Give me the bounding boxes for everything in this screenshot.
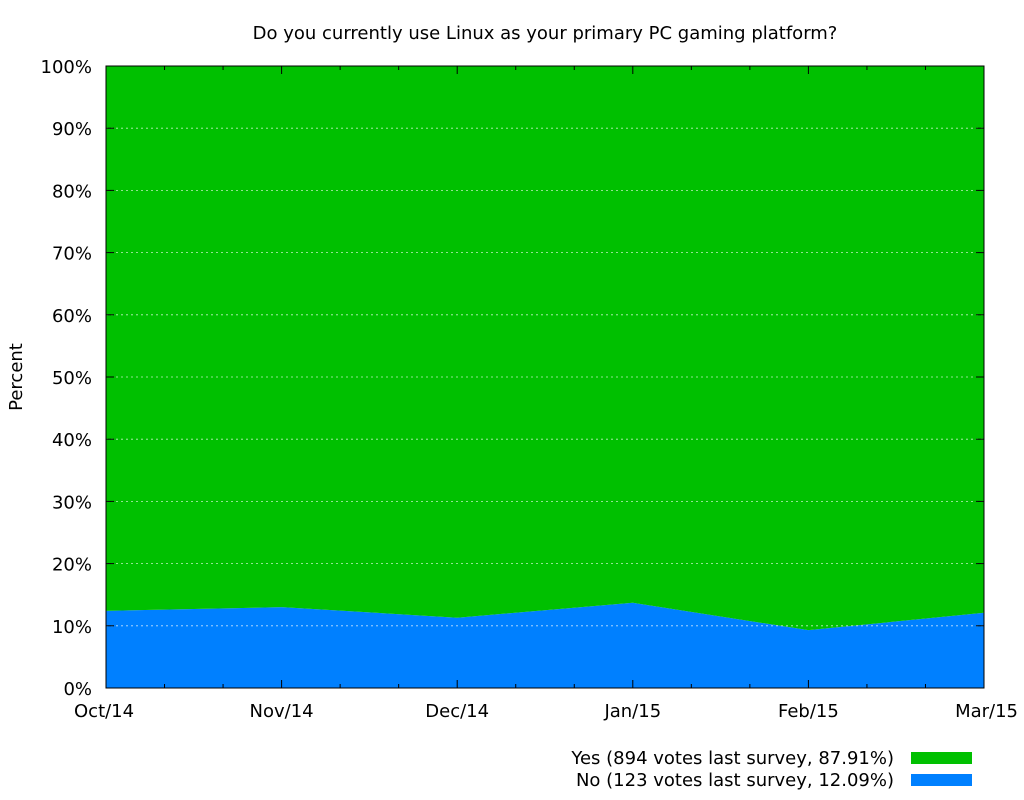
areas-layer: [106, 66, 984, 688]
x-tick-label-0: Oct/14: [74, 701, 134, 722]
y-tick-label-3: 30%: [52, 492, 92, 513]
x-tick-label-3: Jan/15: [603, 701, 661, 722]
series-area-1: [106, 66, 984, 631]
legend-swatch-0: [911, 752, 972, 764]
legend-swatch-1: [911, 774, 972, 786]
y-tick-label-6: 60%: [52, 306, 92, 327]
y-tick-label-9: 90%: [52, 119, 92, 140]
x-tick-labels: Oct/14 Nov/14 Dec/14 Jan/15 Feb/15 Mar/15: [74, 701, 1018, 722]
y-tick-label-2: 20%: [52, 555, 92, 576]
y-tick-label-0: 0%: [63, 679, 92, 700]
y-tick-label-1: 10%: [52, 617, 92, 638]
y-axis-label: Percent: [6, 343, 27, 411]
y-tick-label-5: 50%: [52, 368, 92, 389]
y-tick-labels: 0% 10% 20% 30% 40% 50% 60% 70% 80% 90% 100%: [41, 57, 92, 700]
x-tick-label-4: Feb/15: [778, 701, 839, 722]
legend-label-1: No (123 votes last survey, 12.09%): [576, 770, 894, 791]
x-tick-label-1: Nov/14: [250, 701, 314, 722]
chart-title: Do you currently use Linux as your prima…: [253, 23, 838, 44]
plot-border: [105, 65, 985, 689]
y-tick-label-8: 80%: [52, 181, 92, 202]
y-tick-label-7: 70%: [52, 244, 92, 265]
y-tick-label-10: 100%: [41, 57, 92, 78]
x-tick-label-5: Mar/15: [955, 701, 1018, 722]
grid-layer: [106, 127, 984, 627]
x-tick-label-2: Dec/14: [425, 701, 489, 722]
legend: Yes (894 votes last survey, 87.91%)No (1…: [570, 748, 972, 791]
y-tick-label-4: 40%: [52, 430, 92, 451]
series-area-0: [106, 602, 984, 688]
legend-label-0: Yes (894 votes last survey, 87.91%): [570, 748, 894, 769]
